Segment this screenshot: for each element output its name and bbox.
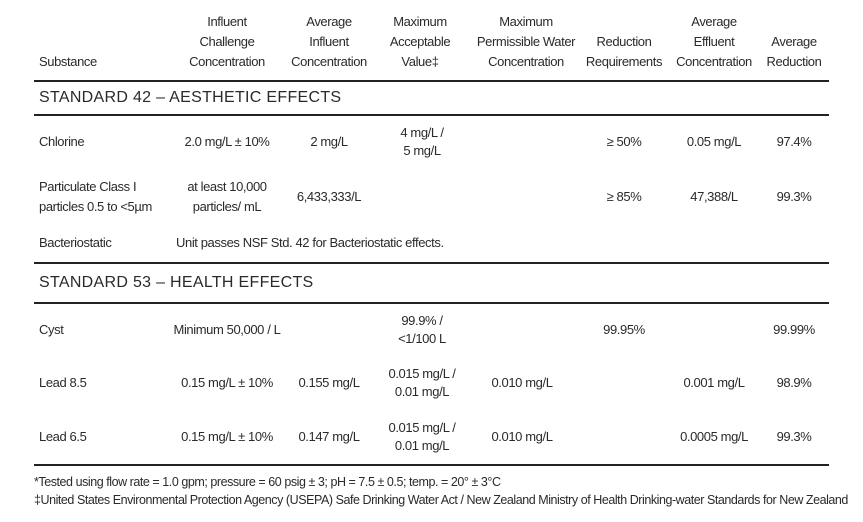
cell-avg-effluent: 0.0005 mg/L xyxy=(680,429,748,444)
cell-line: at least 10,000 xyxy=(187,179,267,194)
cell-substance: Lead 8.5 xyxy=(39,375,87,390)
header-line: Acceptable xyxy=(389,34,451,49)
header-substance: Substance xyxy=(39,54,97,69)
cell-line: 0.015 mg/L / xyxy=(388,420,456,435)
cell-line: 0.01 mg/L xyxy=(394,384,450,399)
divider xyxy=(34,114,829,116)
cell-line: Particulate Class I xyxy=(39,179,137,194)
section-title-standard-53: STANDARD 53 – HEALTH EFFECTS xyxy=(39,274,314,291)
cell-challenge: 0.15 mg/L ± 10% xyxy=(181,429,273,444)
cell-avg-influent: 0.155 mg/L xyxy=(298,375,360,390)
cell-line: particles 0.5 to <5µm xyxy=(39,199,152,214)
cell-challenge: 0.15 mg/L ± 10% xyxy=(181,375,273,390)
cell-reduction-req: 99.95% xyxy=(603,322,645,337)
header-line: Challenge xyxy=(199,34,255,49)
cell-avg-reduction: 99.3% xyxy=(776,189,812,204)
cell-line: 0.01 mg/L xyxy=(394,438,450,453)
header-line: Requirements xyxy=(585,54,663,69)
cell-max-acceptable: 4 mg/L / 5 mg/L xyxy=(400,124,444,160)
cell-reduction-req: ≥ 50% xyxy=(606,134,642,149)
header-reduction-requirements: Reduction Requirements xyxy=(585,32,663,72)
header-line: Average xyxy=(306,14,352,29)
cell-avg-influent: 6,433,333/L xyxy=(296,189,362,204)
footnote-standards-source: ‡United States Environmental Protection … xyxy=(34,493,848,507)
cell-reduction-req: ≥ 85% xyxy=(606,189,642,204)
cell-line: <1/100 L xyxy=(398,331,446,346)
header-average-effluent: Average Effluent Concentration xyxy=(676,12,752,72)
cell-line: 99.9% / xyxy=(401,313,443,328)
header-line: Concentration xyxy=(291,54,367,69)
cell-max-permissible: 0.010 mg/L xyxy=(491,375,553,390)
cell-substance: Cyst xyxy=(39,322,64,337)
divider xyxy=(34,80,829,82)
header-influent-challenge: Influent Challenge Concentration xyxy=(189,12,265,72)
cell-challenge: Minimum 50,000 / L xyxy=(173,322,281,337)
cell-substance: Bacteriostatic xyxy=(39,235,112,250)
header-line: Concentration xyxy=(488,54,564,69)
cell-avg-effluent: 0.05 mg/L xyxy=(686,134,742,149)
cell-challenge: 2.0 mg/L ± 10% xyxy=(184,134,270,149)
cell-substance: Particulate Class I particles 0.5 to <5µ… xyxy=(39,177,152,217)
cell-challenge: at least 10,000 particles/ mL xyxy=(187,177,267,217)
cell-avg-influent: 2 mg/L xyxy=(310,134,348,149)
header-average-reduction: Average Reduction xyxy=(767,32,822,72)
cell-avg-effluent: 47,388/L xyxy=(690,189,738,204)
cell-note: Unit passes NSF Std. 42 for Bacteriostat… xyxy=(176,235,444,250)
header-line: Value‡ xyxy=(401,54,439,69)
cell-max-acceptable: 0.015 mg/L / 0.01 mg/L xyxy=(389,419,456,455)
divider xyxy=(34,302,829,304)
header-line: Maximum xyxy=(393,14,447,29)
cell-max-permissible: 0.010 mg/L xyxy=(491,429,553,444)
header-line: Concentration xyxy=(676,54,752,69)
cell-max-acceptable: 99.9% / <1/100 L xyxy=(398,312,446,348)
header-line: Average xyxy=(771,34,817,49)
cell-avg-reduction: 99.3% xyxy=(776,429,812,444)
cell-avg-reduction: 99.99% xyxy=(773,322,815,337)
header-max-acceptable: Maximum Acceptable Value‡ xyxy=(389,12,451,72)
header-line: Concentration xyxy=(189,54,265,69)
header-line: Reduction xyxy=(596,34,652,49)
divider xyxy=(34,464,829,466)
divider xyxy=(34,262,829,264)
section-title-standard-42: STANDARD 42 – AESTHETIC EFFECTS xyxy=(39,89,342,106)
cell-max-acceptable: 0.015 mg/L / 0.01 mg/L xyxy=(389,365,456,401)
cell-avg-effluent: 0.001 mg/L xyxy=(683,375,745,390)
header-line: Maximum xyxy=(499,14,553,29)
cell-line: particles/ mL xyxy=(192,199,262,214)
cell-substance: Chlorine xyxy=(39,134,85,149)
cell-substance: Lead 6.5 xyxy=(39,429,87,444)
header-line: Average xyxy=(691,14,737,29)
header-line: Reduction xyxy=(766,54,822,69)
cell-line: 0.015 mg/L / xyxy=(388,366,456,381)
cell-line: 4 mg/L / xyxy=(400,125,444,140)
cell-avg-reduction: 97.4% xyxy=(776,134,812,149)
header-max-permissible: Maximum Permissible Water Concentration xyxy=(476,12,576,72)
header-line: Permissible Water xyxy=(476,34,576,49)
cell-line: 5 mg/L xyxy=(403,143,441,158)
header-average-influent: Average Influent Concentration xyxy=(291,12,367,72)
cell-avg-influent: 0.147 mg/L xyxy=(298,429,360,444)
header-line: Effluent xyxy=(693,34,735,49)
header-line: Influent xyxy=(309,34,349,49)
cell-avg-reduction: 98.9% xyxy=(776,375,812,390)
header-line: Influent xyxy=(207,14,247,29)
footnote-test-conditions: *Tested using flow rate = 1.0 gpm; press… xyxy=(34,475,501,489)
